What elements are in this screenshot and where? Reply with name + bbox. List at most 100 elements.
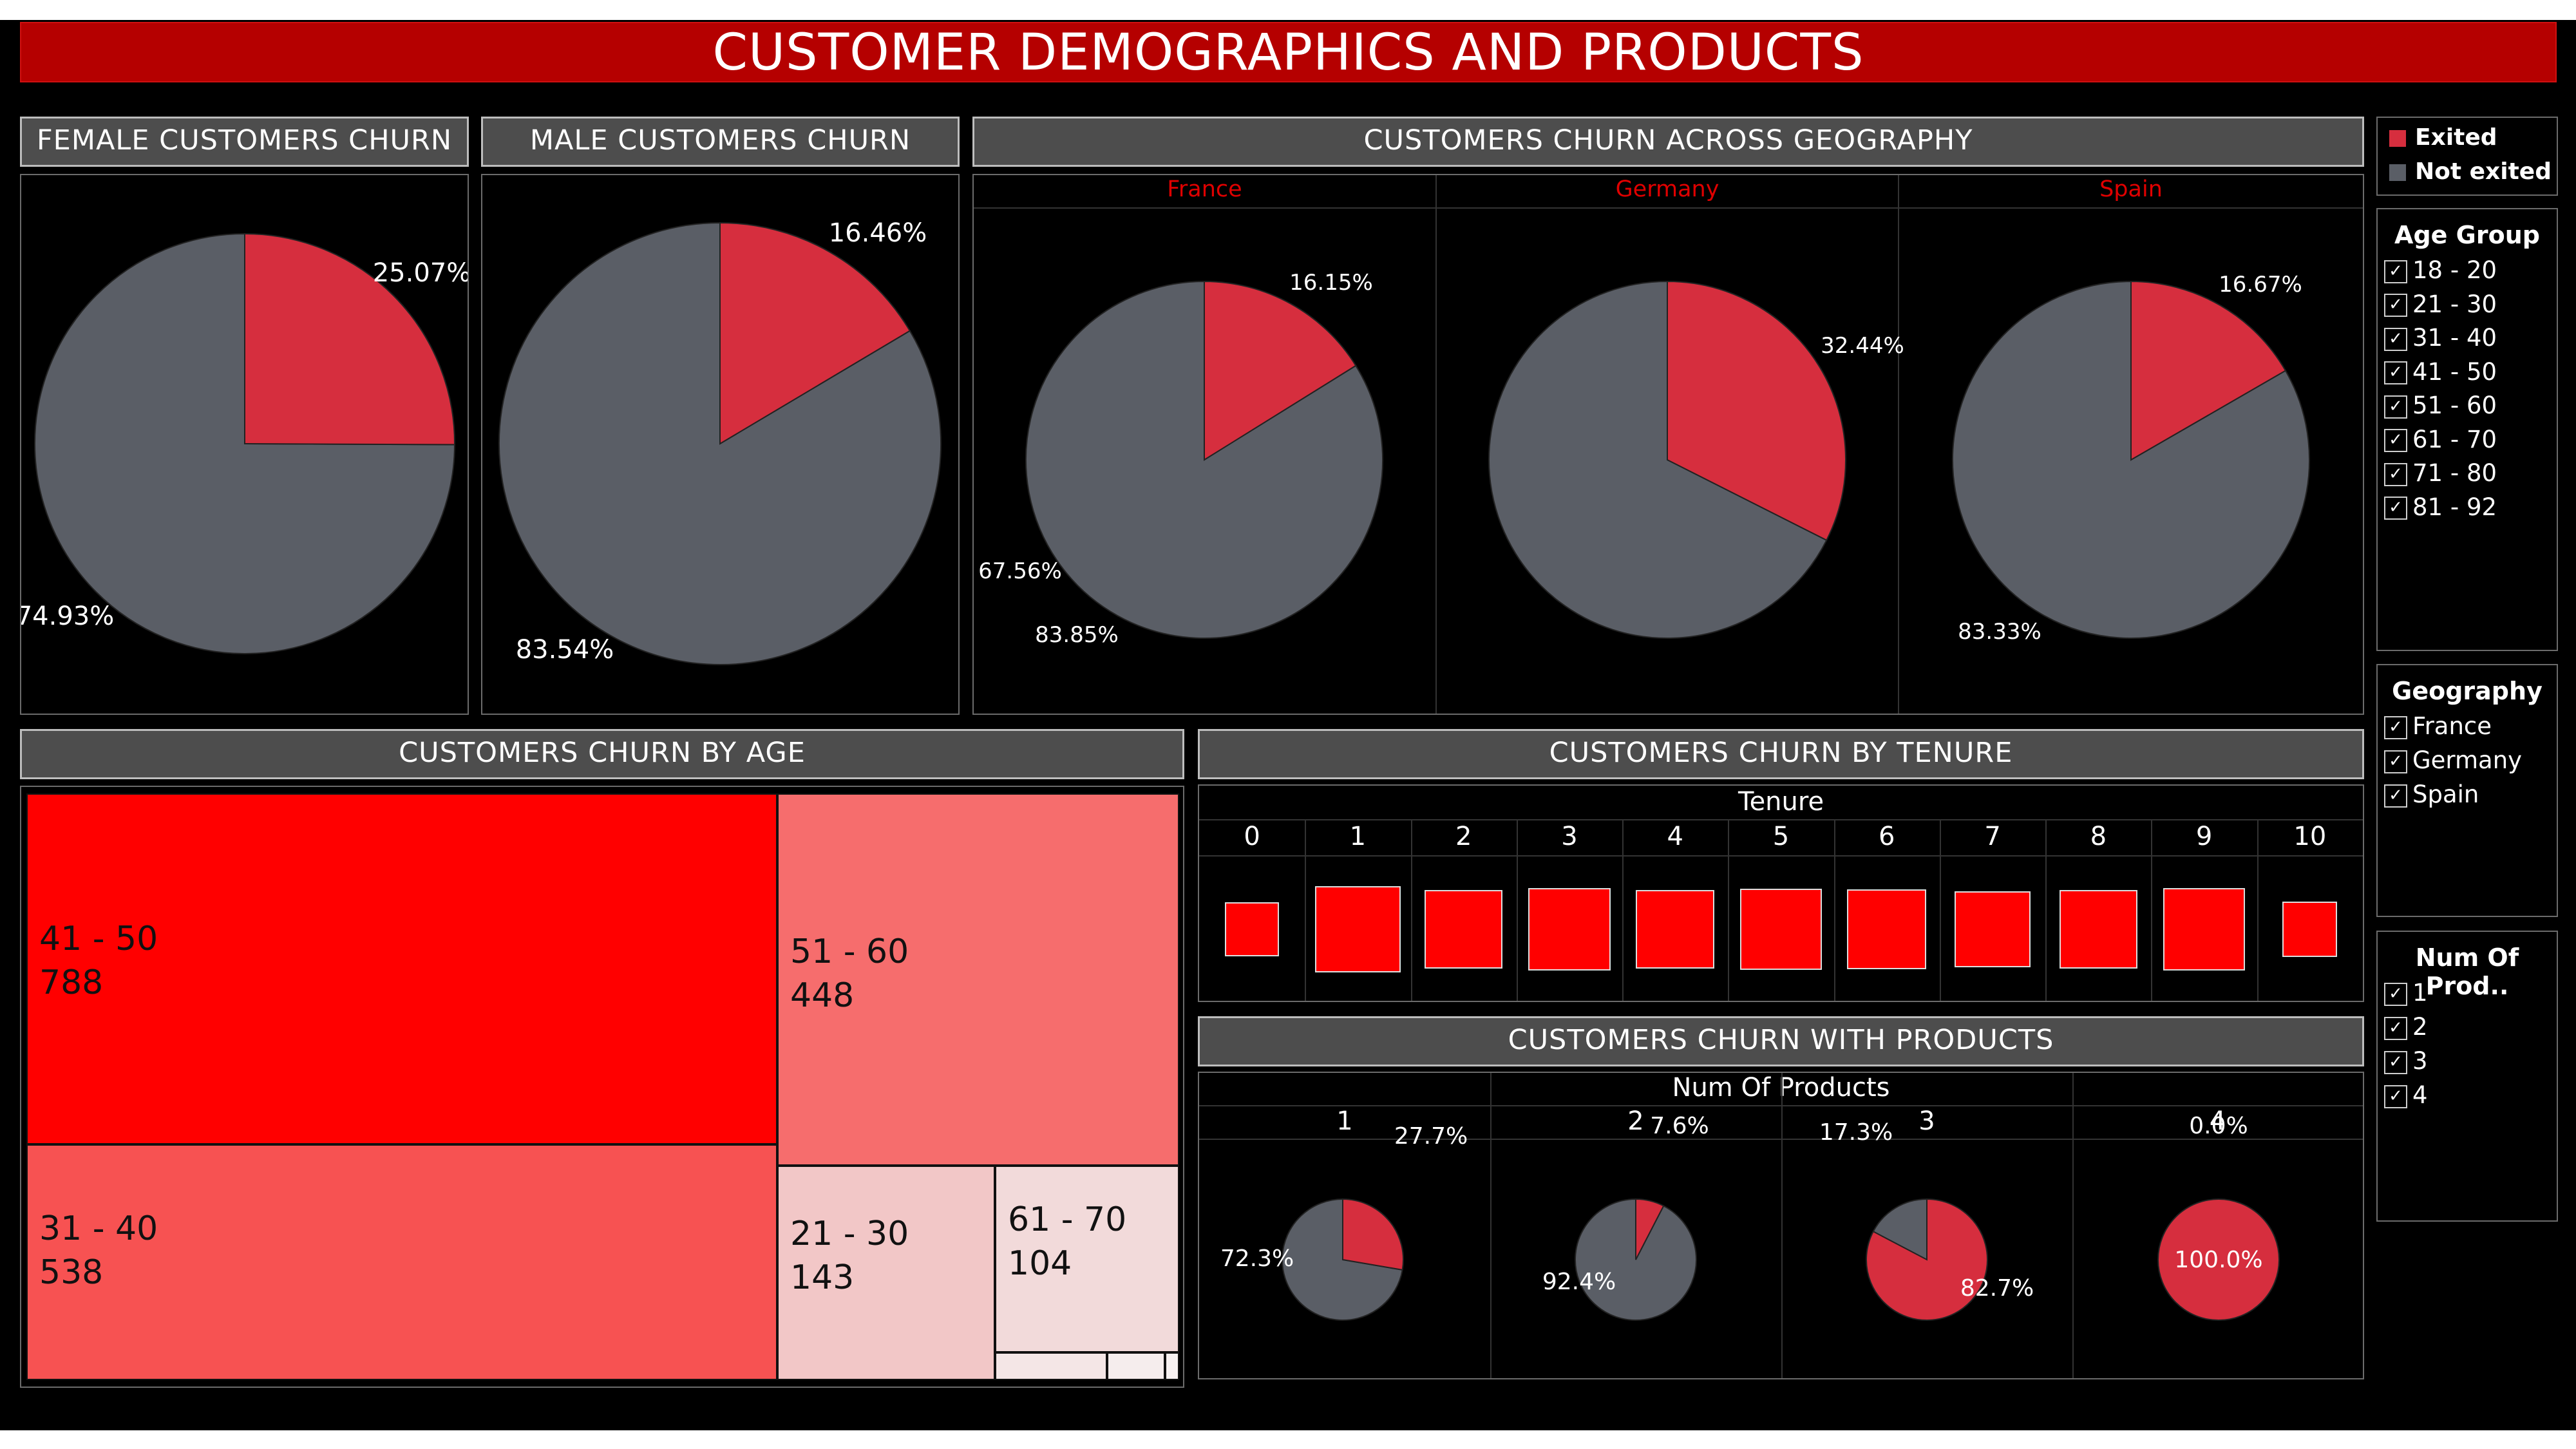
male-pie: 16.46% 83.54%: [498, 218, 942, 665]
geo-france-pie: 16.15% 83.85%: [1025, 270, 1383, 648]
female-slice-not-exited[interactable]: [34, 232, 456, 654]
treemap-cell-21-30[interactable]: 21 - 30 143: [777, 1166, 995, 1380]
male-churn-pie-chart: 16.46% 83.54%: [498, 218, 942, 665]
tenure-mark-5[interactable]: [1740, 888, 1822, 971]
products-3-slice-exited[interactable]: [1866, 1198, 1988, 1321]
geography-option-germany[interactable]: ✓ Germany: [2384, 746, 2522, 774]
age-group-filter-title: Age Group: [2394, 221, 2540, 249]
female-churn-pie-chart: 25.07% 74.93%: [21, 232, 468, 654]
color-legend: Exited Not exited: [2376, 117, 2558, 196]
tenure-mark-9[interactable]: [2163, 888, 2246, 971]
checkbox-checked-icon[interactable]: ✓: [2384, 1084, 2407, 1108]
geo-spain-slice-exited[interactable]: [2130, 280, 2287, 461]
treemap-cell-61-70[interactable]: 61 - 70 104: [995, 1166, 1179, 1352]
tenure-mark-8[interactable]: [2059, 890, 2138, 969]
geo-france-slice-exited[interactable]: [1204, 280, 1357, 461]
products-2-slice-exited[interactable]: [1635, 1198, 1665, 1260]
male-churn-panel: 16.46% 83.54%: [481, 174, 960, 715]
geography-filter: Geography ✓ France ✓ Germany ✓ Spain: [2376, 664, 2558, 917]
tenure-col-5: 5: [1772, 822, 1790, 851]
geo-germany-label-not-exited: 67.56%: [978, 558, 1062, 584]
tenure-mark-0[interactable]: [1225, 902, 1279, 956]
products-3-pie: 82.7% 17.3%: [1819, 1119, 2034, 1321]
tenure-mark-6[interactable]: [1847, 889, 1927, 969]
checkbox-checked-icon[interactable]: ✓: [2384, 327, 2407, 351]
tenure-mark-1[interactable]: [1314, 886, 1401, 972]
num-products-option-3[interactable]: ✓ 3: [2384, 1047, 2428, 1075]
age-group-option-81-92[interactable]: ✓ 81 - 92: [2384, 493, 2497, 521]
male-slice-exited[interactable]: [719, 222, 911, 445]
treemap-cell-31-40[interactable]: 31 - 40 538: [26, 1144, 777, 1380]
products-4-slice-exited[interactable]: [2157, 1198, 2280, 1321]
legend-item-exited[interactable]: Exited: [2389, 124, 2497, 151]
checkbox-checked-icon[interactable]: ✓: [2384, 982, 2407, 1006]
geography-filter-title: Geography: [2392, 677, 2543, 705]
age-group-option-label: 31 - 40: [2412, 324, 2497, 352]
geography-churn-pie-charts: 16.15% 83.85% 32.44% 67.56% 16.67% 83.33%: [978, 270, 2310, 648]
geography-option-spain[interactable]: ✓ Spain: [2384, 781, 2479, 808]
age-group-option-18-20[interactable]: ✓ 18 - 20: [2384, 256, 2497, 284]
female-slice-exited[interactable]: [244, 232, 455, 446]
treemap-cell-51-60[interactable]: 51 - 60 448: [777, 793, 1179, 1166]
products-col-1: 1: [1336, 1106, 1353, 1136]
age-group-option-31-40[interactable]: ✓ 31 - 40: [2384, 324, 2497, 352]
num-products-option-1[interactable]: ✓ 1: [2384, 979, 2428, 1007]
checkbox-checked-icon[interactable]: ✓: [2384, 750, 2407, 773]
products-3-label-not-exited: 17.3%: [1819, 1119, 1893, 1146]
geography-option-label: Spain: [2412, 781, 2479, 808]
products-3-slice-not-exited[interactable]: [1872, 1198, 1927, 1261]
age-group-option-61-70[interactable]: ✓ 61 - 70: [2384, 426, 2497, 453]
products-panel: Num Of Products 1 2 3 4 27.7% 72.3% 7.6% 92…: [1198, 1072, 2364, 1379]
treemap-cell-41-50[interactable]: 41 - 50 788: [26, 793, 777, 1144]
tenure-mark-10[interactable]: [2282, 902, 2338, 957]
treemap-cell-small-c[interactable]: [1165, 1352, 1179, 1380]
tenure-col-4: 4: [1667, 822, 1683, 851]
age-group-option-41-50[interactable]: ✓ 41 - 50: [2384, 358, 2497, 386]
products-2-label-exited: 7.6%: [1650, 1113, 1709, 1139]
geography-option-label: Germany: [2412, 746, 2523, 774]
checkbox-checked-icon[interactable]: ✓: [2384, 260, 2407, 283]
checkbox-checked-icon[interactable]: ✓: [2384, 462, 2407, 486]
geography-option-france[interactable]: ✓ France: [2384, 712, 2492, 740]
age-group-option-71-80[interactable]: ✓ 71 - 80: [2384, 459, 2497, 487]
tenure-mark-7[interactable]: [1954, 891, 2031, 968]
tenure-col-6: 6: [1879, 822, 1895, 851]
tenure-mark-4[interactable]: [1636, 890, 1715, 969]
legend-item-not-exited[interactable]: Not exited: [2389, 158, 2552, 185]
checkbox-checked-icon[interactable]: ✓: [2384, 715, 2407, 739]
geography-churn-header: CUSTOMERS CHURN ACROSS GEOGRAPHY: [972, 117, 2364, 167]
products-column-title: Num Of Products: [1672, 1073, 1890, 1103]
checkbox-checked-icon[interactable]: ✓: [2384, 395, 2407, 419]
age-group-option-51-60[interactable]: ✓ 51 - 60: [2384, 392, 2497, 419]
female-churn-panel: 25.07% 74.93%: [20, 174, 469, 715]
tenure-mark-2[interactable]: [1424, 890, 1503, 969]
num-products-option-2[interactable]: ✓ 2: [2384, 1013, 2428, 1041]
female-churn-header: FEMALE CUSTOMERS CHURN: [20, 117, 469, 167]
treemap-label-41-50: 41 - 50 788: [39, 920, 158, 1002]
num-products-option-4[interactable]: ✓ 4: [2384, 1081, 2428, 1109]
products-4-label-exited: 100.0%: [2174, 1247, 2262, 1273]
checkbox-checked-icon[interactable]: ✓: [2384, 294, 2407, 317]
age-group-option-21-30[interactable]: ✓ 21 - 30: [2384, 290, 2497, 318]
geo-germany-slice-exited[interactable]: [1667, 280, 1846, 542]
geo-spain-label-not-exited: 83.33%: [1958, 619, 2041, 645]
checkbox-checked-icon[interactable]: ✓: [2384, 1050, 2407, 1074]
male-label-exited: 16.46%: [829, 218, 927, 248]
tenure-mark-3[interactable]: [1528, 888, 1611, 971]
tenure-churn-header: CUSTOMERS CHURN BY TENURE: [1198, 729, 2364, 779]
geo-germany-label-exited: 32.44%: [1821, 333, 1904, 359]
geo-germany-slice-not-exited[interactable]: [1488, 280, 1828, 639]
geo-germany-pie: 32.44% 67.56%: [978, 280, 1904, 639]
checkbox-checked-icon[interactable]: ✓: [2384, 784, 2407, 808]
checkbox-checked-icon[interactable]: ✓: [2384, 429, 2407, 452]
checkbox-checked-icon[interactable]: ✓: [2384, 497, 2407, 520]
treemap-cell-small-a[interactable]: [995, 1352, 1107, 1380]
checkbox-checked-icon[interactable]: ✓: [2384, 361, 2407, 384]
checkbox-checked-icon[interactable]: ✓: [2384, 1016, 2407, 1040]
female-label-exited: 25.07%: [373, 258, 468, 288]
dashboard-title: CUSTOMER DEMOGRAPHICS AND PRODUCTS: [20, 22, 2557, 82]
treemap-label-21-30: 21 - 30 143: [790, 1215, 909, 1297]
treemap-cell-small-b[interactable]: [1107, 1352, 1165, 1380]
age-group-option-label: 81 - 92: [2412, 493, 2497, 521]
products-1-slice-exited[interactable]: [1342, 1198, 1404, 1271]
